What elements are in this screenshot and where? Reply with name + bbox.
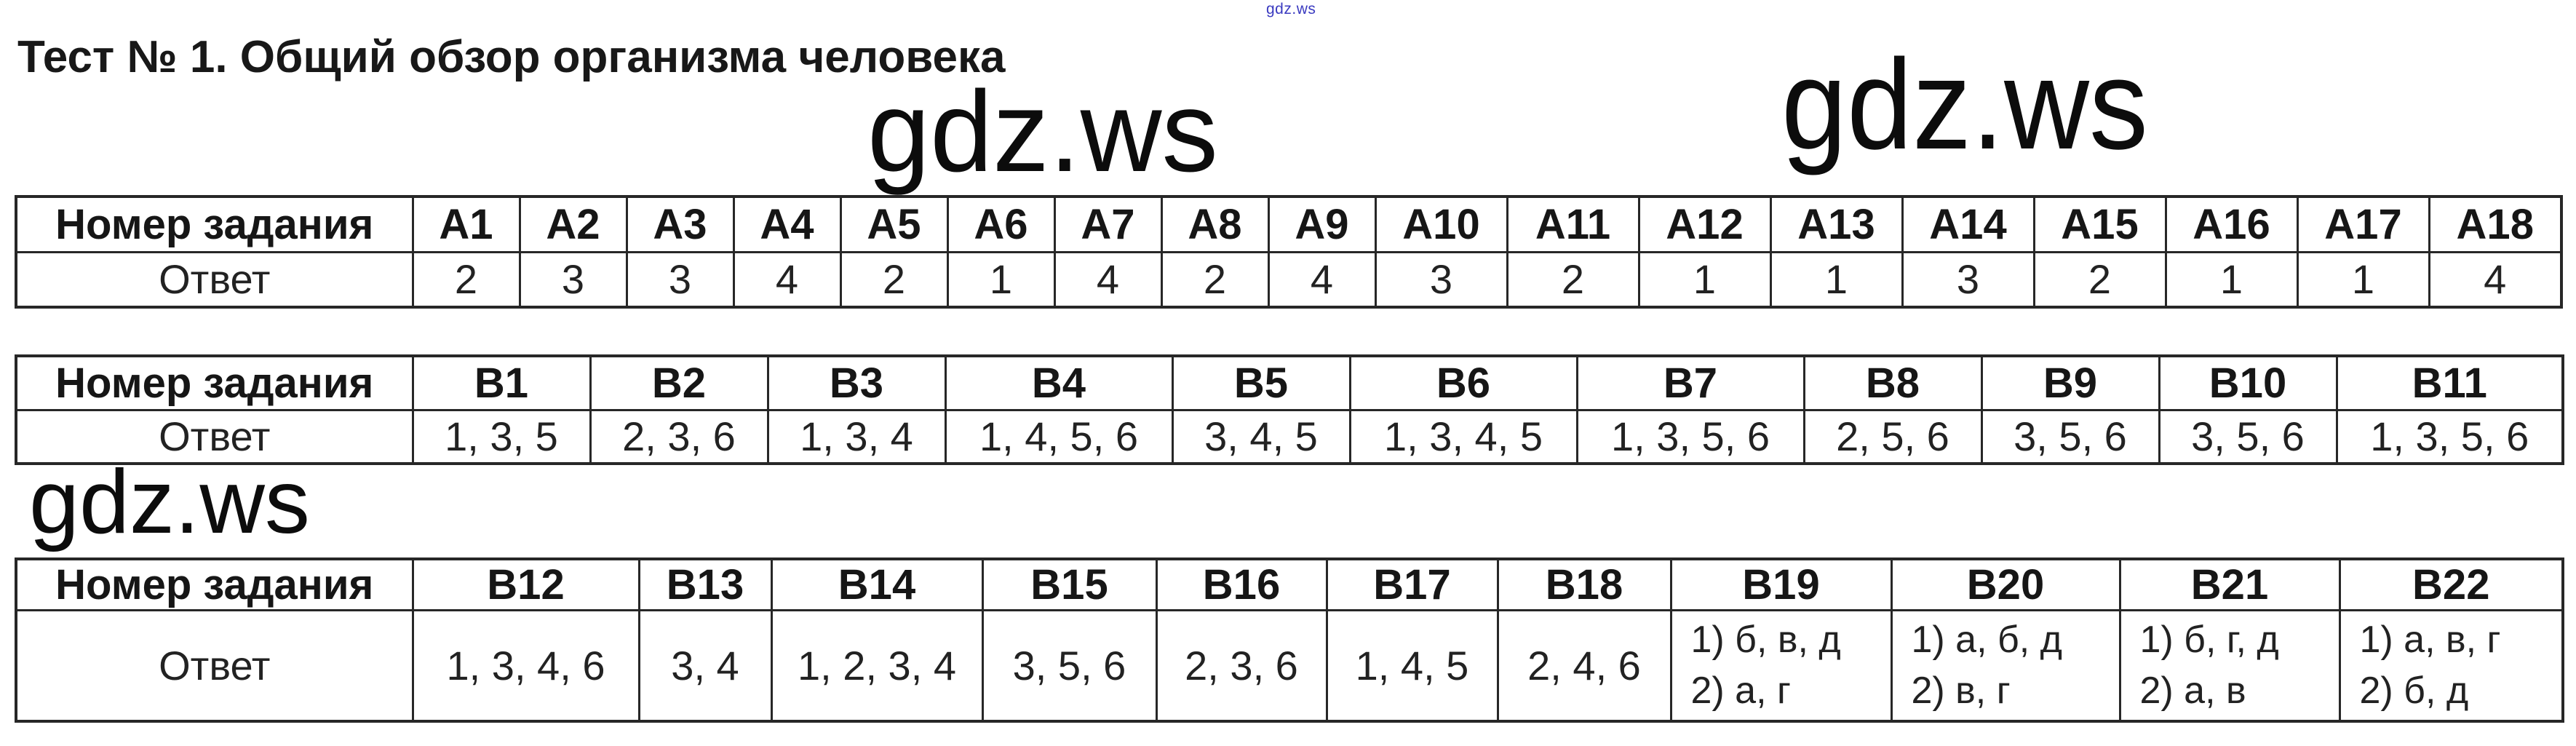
task-number-cell: В4 bbox=[944, 354, 1174, 411]
answer-cell: 3 bbox=[1374, 250, 1508, 309]
task-number-cell: А14 bbox=[1901, 195, 2035, 253]
answer-cell: 1, 3, 4, 5 bbox=[1348, 408, 1578, 465]
answer-cell: 2, 5, 6 bbox=[1802, 408, 1983, 465]
row-label-answer: Ответ bbox=[15, 250, 414, 309]
task-number-cell: В20 bbox=[1890, 557, 2121, 611]
task-number-cell: А1 bbox=[411, 195, 521, 253]
answer-cell: 3 bbox=[1901, 250, 2035, 309]
task-number-cell: А6 bbox=[946, 195, 1056, 253]
task-number-cell: А4 bbox=[732, 195, 842, 253]
task-number-cell: А11 bbox=[1506, 195, 1640, 253]
row-label-task-number: Номер задания bbox=[15, 354, 414, 411]
task-number-cell: В6 bbox=[1348, 354, 1578, 411]
task-number-cell: В1 bbox=[411, 354, 592, 411]
task-number-cell: А5 bbox=[839, 195, 949, 253]
task-number-cell: В5 bbox=[1171, 354, 1351, 411]
answer-cell: 1 bbox=[1637, 250, 1772, 309]
answer-cell: 3 bbox=[518, 250, 628, 309]
answer-cell: 2, 3, 6 bbox=[589, 408, 769, 465]
task-number-cell: В21 bbox=[2118, 557, 2341, 611]
watermark-left: gdz.ws bbox=[29, 452, 310, 552]
answer-cell: 1) а, б, д 2) в, г bbox=[1890, 609, 2121, 722]
task-number-cell: А9 bbox=[1267, 195, 1377, 253]
page-title: Тест № 1. Общий обзор организма человека bbox=[17, 32, 1006, 82]
answer-cell: 1 bbox=[946, 250, 1056, 309]
task-number-cell: В12 bbox=[411, 557, 640, 611]
task-number-cell: В7 bbox=[1575, 354, 1805, 411]
answer-cell: 4 bbox=[2428, 250, 2563, 309]
answer-cell: 1, 4, 5 bbox=[1325, 609, 1499, 722]
task-number-cell: А17 bbox=[2296, 195, 2430, 253]
answer-cell: 1, 3, 4 bbox=[766, 408, 947, 465]
answer-cell: 3, 5, 6 bbox=[981, 609, 1158, 722]
task-number-cell: В13 bbox=[637, 557, 773, 611]
answer-cell: 4 bbox=[1053, 250, 1163, 309]
answer-cell: 1, 3, 5, 6 bbox=[2335, 408, 2564, 465]
answer-cell: 1 bbox=[1769, 250, 1904, 309]
answer-cell: 1, 2, 3, 4 bbox=[770, 609, 984, 722]
task-number-cell: В8 bbox=[1802, 354, 1983, 411]
row-label-task-number: Номер задания bbox=[15, 557, 414, 611]
answer-cell: 2 bbox=[1160, 250, 1270, 309]
task-number-cell: В11 bbox=[2335, 354, 2564, 411]
answer-cell: 4 bbox=[1267, 250, 1377, 309]
row-label-task-number: Номер задания bbox=[15, 195, 414, 253]
answer-cell: 1 bbox=[2296, 250, 2430, 309]
answer-cell: 1 bbox=[2164, 250, 2299, 309]
answers-table-part-b-second: Номер задания В12 В13 В14 В15 В16 В17 В18 В19 В20… bbox=[15, 557, 2564, 723]
answer-cell: 2, 4, 6 bbox=[1496, 609, 1672, 722]
answer-cell: 1) а, в, г 2) б, д bbox=[2338, 609, 2564, 722]
answers-table-part-b-first: Номер задания В1 В2 В3 В4 В5 В6 В7 В8 В9 В10 В11 Отв… bbox=[15, 354, 2564, 465]
task-number-cell: В19 bbox=[1669, 557, 1893, 611]
answer-cell: 2, 3, 6 bbox=[1155, 609, 1328, 722]
task-number-cell: В14 bbox=[770, 557, 984, 611]
answer-cell: 3, 4, 5 bbox=[1171, 408, 1351, 465]
task-number-cell: А7 bbox=[1053, 195, 1163, 253]
answer-cell: 3 bbox=[625, 250, 735, 309]
task-number-cell: А2 bbox=[518, 195, 628, 253]
answer-cell: 3, 5, 6 bbox=[1980, 408, 2160, 465]
task-number-cell: В15 bbox=[981, 557, 1158, 611]
row-label-answer: Ответ bbox=[15, 408, 414, 465]
task-number-cell: А13 bbox=[1769, 195, 1904, 253]
task-number-cell: В9 bbox=[1980, 354, 2160, 411]
watermark-top-small: gdz.ws bbox=[1266, 1, 1316, 17]
row-label-answer: Ответ bbox=[15, 609, 414, 722]
answer-cell: 1, 3, 5, 6 bbox=[1575, 408, 1805, 465]
answer-cell: 1, 3, 4, 6 bbox=[411, 609, 640, 722]
answer-cell: 2 bbox=[2032, 250, 2167, 309]
answers-table-part-a: Номер задания А1 А2 А3 А4 А5 А6 А7 А8 А9 А10 А11 А12… bbox=[15, 195, 2563, 309]
task-number-cell: А15 bbox=[2032, 195, 2167, 253]
task-number-cell: А10 bbox=[1374, 195, 1508, 253]
answer-cell: 1, 4, 5, 6 bbox=[944, 408, 1174, 465]
task-number-cell: В10 bbox=[2158, 354, 2338, 411]
answer-cell: 1) б, в, д 2) а, г bbox=[1669, 609, 1893, 722]
answer-cell: 2 bbox=[839, 250, 949, 309]
task-number-cell: А18 bbox=[2428, 195, 2563, 253]
task-number-cell: В3 bbox=[766, 354, 947, 411]
answer-cell: 3, 5, 6 bbox=[2158, 408, 2338, 465]
task-number-cell: В17 bbox=[1325, 557, 1499, 611]
task-number-cell: А3 bbox=[625, 195, 735, 253]
answer-cell: 2 bbox=[1506, 250, 1640, 309]
watermark-center: gdz.ws bbox=[867, 68, 1218, 196]
task-number-cell: В18 bbox=[1496, 557, 1672, 611]
answer-cell: 2 bbox=[411, 250, 521, 309]
task-number-cell: В2 bbox=[589, 354, 769, 411]
answer-cell: 1, 3, 5 bbox=[411, 408, 592, 465]
watermark-right: gdz.ws bbox=[1781, 33, 2148, 176]
task-number-cell: А8 bbox=[1160, 195, 1270, 253]
task-number-cell: В22 bbox=[2338, 557, 2564, 611]
task-number-cell: А12 bbox=[1637, 195, 1772, 253]
answer-cell: 1) б, г, д 2) а, в bbox=[2118, 609, 2341, 722]
answer-cell: 3, 4 bbox=[637, 609, 773, 722]
answer-cell: 4 bbox=[732, 250, 842, 309]
task-number-cell: В16 bbox=[1155, 557, 1328, 611]
task-number-cell: А16 bbox=[2164, 195, 2299, 253]
